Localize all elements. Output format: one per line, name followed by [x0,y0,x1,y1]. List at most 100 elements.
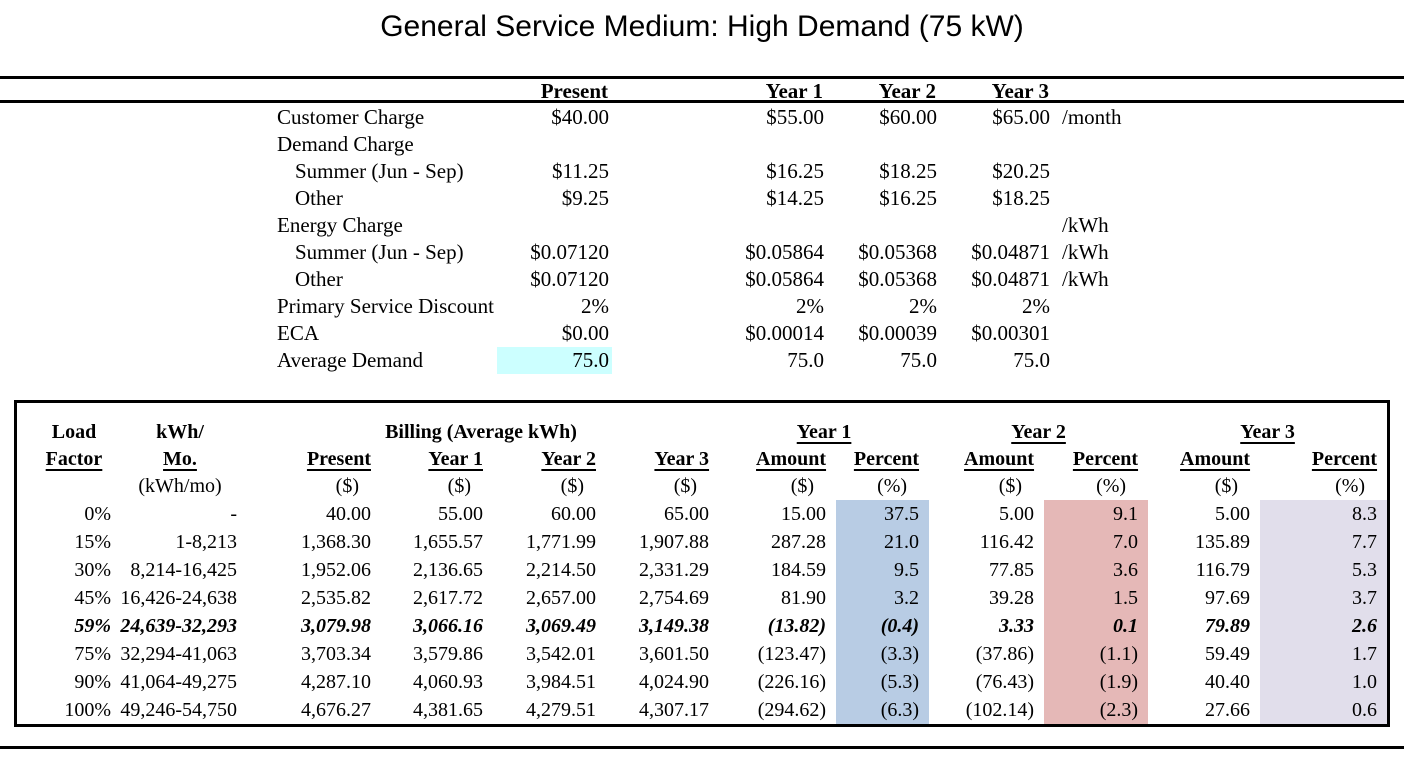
billing-cell-year2: 2,657.00 [526,586,596,609]
rate-unit: /kWh [1062,213,1109,237]
billing-cell-y2-amount: 5.00 [999,502,1035,525]
rate-present: $9.25 [561,186,609,210]
billing-cell-year1: 4,381.65 [413,698,483,721]
billing-cell-load-factor: 100% [64,698,111,721]
billing-cell-y2-amount: (76.43) [975,670,1035,693]
billing-row: 0% - 40.00 55.00 60.00 65.00 15.00 37.5 5.00 9.1 5… [17,500,1388,528]
billing-row: 59% 24,639-32,293 3,079.98 3,066.16 3,069.49… [17,612,1388,640]
rate-row: Summer (Jun - Sep) $11.25 $16.25 $18.25 $20.… [0,158,1404,185]
billing-cell-year1: 3,579.86 [413,642,483,665]
billing-cell-y3-amount: 135.89 [1195,530,1251,553]
billing-col-load: Load [51,421,97,443]
billing-subheader-kwh-range: Mo. [163,448,197,470]
billing-cell-kwh-range: 41,064-49,275 [120,670,237,693]
rate-year3: $18.25 [992,186,1050,210]
rate-present: $0.07120 [530,267,609,291]
unit-label-present: ($) [335,475,359,497]
rate-year1: $0.05864 [745,240,824,264]
rate-year2 [827,212,940,239]
billing-cell-kwh-range: 16,426-24,638 [120,586,237,609]
rate-year1 [715,212,827,239]
billing-subheader-y3-amount: Amount [1180,448,1251,470]
rate-unit [1053,131,1404,158]
billing-subheader-row: Factor Mo. Present Year 1 Year 2 Year 3 Amount… [17,446,1387,473]
unit-label-year2: ($) [560,475,584,497]
billing-cell-year3: 1,907.88 [639,530,710,553]
billing-cell-kwh-range: - [230,502,237,525]
billing-cell-y2-amount: 77.85 [989,558,1035,581]
unit-label-y1-amount: ($) [790,475,815,497]
rate-year3 [940,212,1053,239]
billing-cell-y2-percent: 0.1 [1044,612,1149,640]
billing-cell-year3: 3,601.50 [639,642,710,665]
rate-unit: /kWh [1062,267,1109,291]
unit-label-y2-amount: ($) [998,475,1023,497]
rate-row: Customer Charge $40.00 $55.00 $60.00 $65.00 /… [0,104,1404,131]
rate-present: $0.00 [561,321,609,345]
billing-cell-y1-percent: (6.3) [836,696,930,724]
billing-cell-y1-amount: (13.82) [767,614,827,637]
billing-cell-y3-percent: 3.7 [1260,584,1388,612]
billing-cell-load-factor: 0% [84,502,111,525]
billing-subheader-y2-amount: Amount [964,448,1035,470]
billing-table: Load kWh/ Billing (Average kWh) Year 1 Y… [17,419,1388,724]
rate-row: Energy Charge/kWh [0,212,1404,239]
billing-row: 45% 16,426-24,638 2,535.82 2,617.72 2,657.00… [17,584,1388,612]
billing-cell-y2-amount: (37.86) [975,642,1035,665]
billing-cell-y1-amount: (123.47) [757,642,827,665]
rate-label: Average Demand [277,348,423,372]
billing-cell-kwh-range: 24,639-32,293 [120,614,237,637]
rate-gap [612,104,715,131]
rate-gap [612,293,715,320]
billing-cell-year3: 2,754.69 [639,586,710,609]
rate-year1: $55.00 [766,105,824,129]
billing-cell-y1-percent: (5.3) [836,668,930,696]
billing-subheader-load-factor: Factor [45,448,103,470]
billing-cell-y1-amount: (226.16) [757,670,827,693]
billing-cell-year1: 4,060.93 [413,670,483,693]
billing-subheader-present: Present [306,448,371,470]
rate-unit [1053,185,1404,212]
billing-cell-load-factor: 30% [74,558,111,581]
unit-label-y2-percent: (%) [1096,475,1127,497]
rate-label: Demand Charge [277,132,414,156]
rate-label: Other [295,267,343,291]
billing-cell-year3: 4,307.17 [639,698,710,721]
billing-row: 15% 1-8,213 1,368.30 1,655.57 1,771.99 1,907.… [17,528,1388,556]
billing-cell-y2-percent: 1.5 [1044,584,1149,612]
rate-row: Other $0.07120 $0.05864 $0.05368 $0.04871/kW… [0,266,1404,293]
rate-unit [1053,347,1404,374]
billing-row: 30% 8,214-16,425 1,952.06 2,136.65 2,214.50 2… [17,556,1388,584]
rate-year3: 75.0 [1013,348,1050,372]
rate-label: Summer (Jun - Sep) [295,240,464,264]
billing-row: 100% 49,246-54,750 4,676.27 4,381.65 4,279.5… [17,696,1388,724]
billing-cell-present: 4,676.27 [301,698,371,721]
billing-cell-y1-percent: 9.5 [836,556,930,584]
billing-subheader-year1: Year 1 [428,448,483,470]
billing-cell-y3-percent: 5.3 [1260,556,1388,584]
page-title: General Service Medium: High Demand (75 … [380,10,1024,43]
rates-header-gap [612,79,715,104]
rate-row: Primary Service Discount 2% 2% 2% 2% [0,293,1404,320]
rate-year2: $0.00039 [858,321,937,345]
rate-present [497,131,612,158]
billing-cell-y1-percent: 3.2 [836,584,930,612]
rate-gap [612,266,715,293]
rates-col-present: Present [540,79,608,103]
billing-cell-y3-amount: 97.69 [1205,586,1251,609]
billing-cell-y3-percent: 1.0 [1260,668,1388,696]
billing-cell-year2: 4,279.51 [526,698,596,721]
rate-label: Customer Charge [277,105,425,129]
billing-cell-y2-amount: 39.28 [989,586,1035,609]
rate-year3: $0.04871 [971,240,1050,264]
rates-header-row: Present Year 1 Year 2 Year 3 [0,79,1404,104]
rates-col-year2: Year 2 [878,79,936,103]
top-rule [0,76,1404,79]
billing-cell-y1-amount: 81.90 [781,586,827,609]
rate-year3 [940,131,1053,158]
billing-table-frame: Load kWh/ Billing (Average kWh) Year 1 Y… [14,400,1390,727]
rate-row: Summer (Jun - Sep) $0.07120 $0.05864 $0.053… [0,239,1404,266]
rate-year3: $0.00301 [971,321,1050,345]
rate-year2: 2% [909,294,937,318]
billing-cell-year2: 3,984.51 [526,670,596,693]
